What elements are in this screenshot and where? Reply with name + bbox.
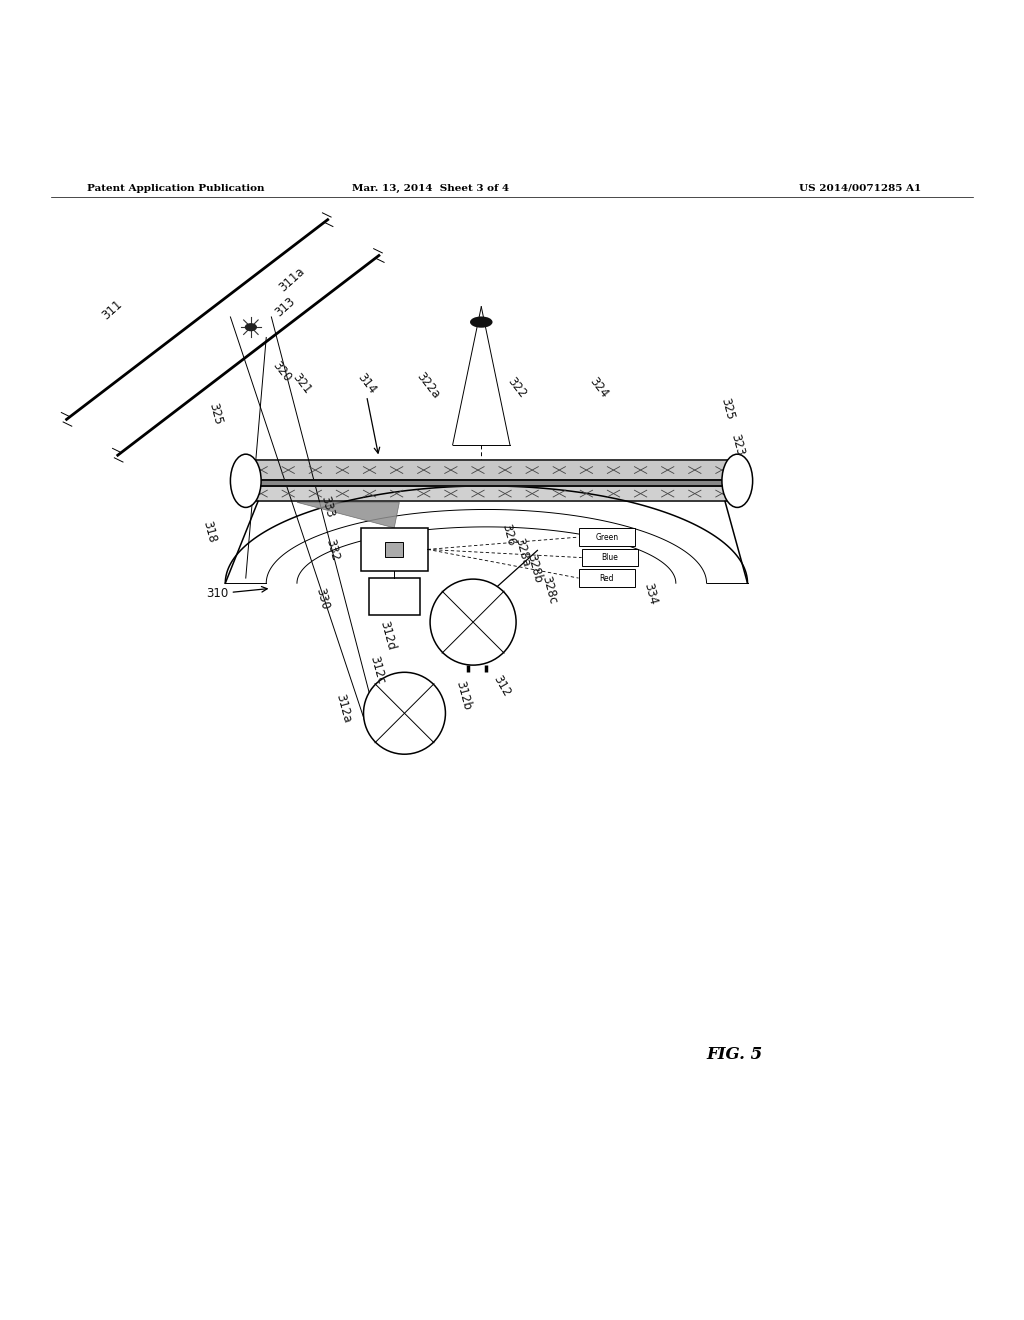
Text: 312c: 312c [367,655,387,686]
Text: 330: 330 [313,586,332,611]
Text: 334: 334 [641,581,659,606]
Bar [369,578,420,615]
Text: 312d: 312d [377,619,397,652]
Text: 311: 311 [100,297,125,322]
Text: Mar. 13, 2014  Sheet 3 of 4: Mar. 13, 2014 Sheet 3 of 4 [351,183,509,193]
Text: Patent Application Publication: Patent Application Publication [87,183,264,193]
Bar [385,541,403,557]
Text: 328c: 328c [539,576,559,606]
Bar [361,528,428,572]
Text: 326: 326 [500,523,518,548]
Text: 320: 320 [269,359,294,384]
Ellipse shape [722,454,753,507]
Text: 312b: 312b [454,680,474,711]
Bar [256,480,727,484]
Bar [582,549,638,566]
Bar [248,487,735,500]
Text: 324: 324 [587,375,611,400]
Text: US 2014/0071285 A1: US 2014/0071285 A1 [799,183,921,193]
Text: 328b: 328b [524,553,545,585]
Text: 333: 333 [318,494,337,519]
Text: 328a: 328a [512,536,532,569]
Ellipse shape [230,454,261,507]
Circle shape [364,672,445,754]
Text: 322a: 322a [414,370,442,401]
Text: 325: 325 [206,401,224,426]
Bar [247,479,736,487]
Text: 321: 321 [290,371,314,396]
Circle shape [430,579,516,665]
Text: 322: 322 [505,375,529,400]
Bar [579,528,635,546]
Text: 312a: 312a [333,692,353,725]
Text: Red: Red [599,574,614,582]
Bar [579,569,635,587]
Text: FIG. 5: FIG. 5 [707,1045,763,1063]
Text: 318: 318 [201,520,219,544]
Text: Green: Green [595,532,618,541]
Ellipse shape [470,317,493,327]
Text: 312: 312 [490,673,513,698]
Text: Blue: Blue [601,553,618,562]
Text: 311a: 311a [276,264,307,294]
Text: 323: 323 [728,433,746,458]
Text: 313: 313 [272,294,297,319]
Polygon shape [297,503,399,528]
Text: 325: 325 [718,397,736,421]
Text: 332: 332 [324,537,342,562]
Text: 314: 314 [354,371,379,396]
Bar [248,462,735,479]
Ellipse shape [245,323,257,331]
Text: 310: 310 [206,587,228,599]
Bar [246,461,737,502]
